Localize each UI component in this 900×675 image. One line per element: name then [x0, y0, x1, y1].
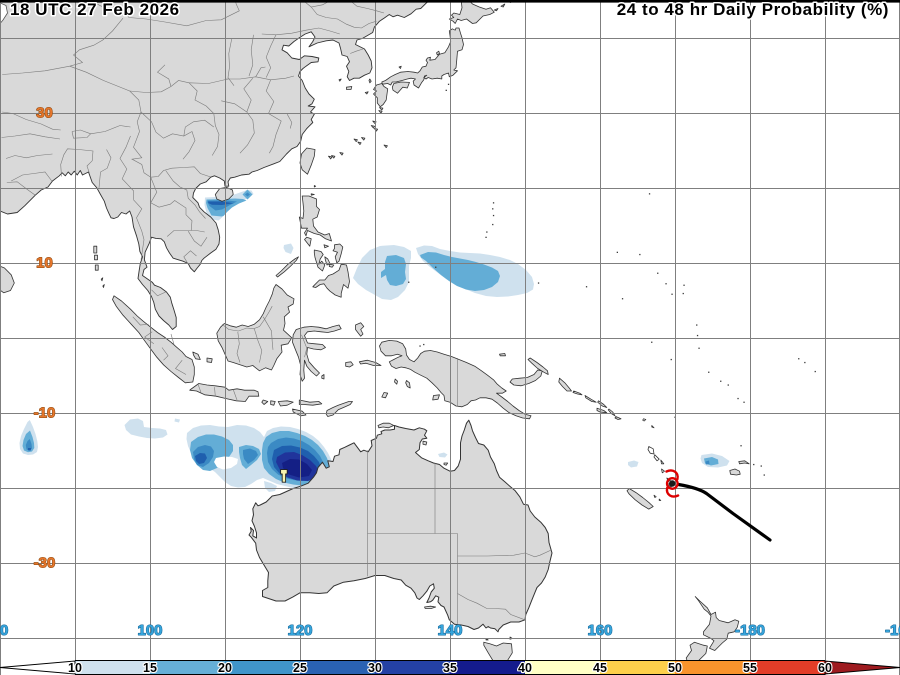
svg-text:40: 40 [518, 661, 532, 675]
svg-text:24 to 48 hr Daily Probability: 24 to 48 hr Daily Probability (%) [617, 0, 889, 19]
svg-text:35: 35 [443, 661, 457, 675]
svg-text:-30: -30 [34, 554, 56, 571]
svg-text:100: 100 [137, 622, 162, 639]
svg-text:80: 80 [0, 622, 8, 639]
svg-text:60: 60 [818, 661, 832, 675]
svg-text:10: 10 [36, 254, 53, 271]
svg-text:-10: -10 [34, 404, 56, 421]
svg-text:25: 25 [293, 661, 307, 675]
svg-text:160: 160 [587, 622, 612, 639]
svg-text:140: 140 [437, 622, 462, 639]
svg-text:55: 55 [743, 661, 757, 675]
svg-text:10: 10 [68, 661, 82, 675]
svg-text:18 UTC 27 Feb 2026: 18 UTC 27 Feb 2026 [10, 0, 180, 19]
svg-text:30: 30 [36, 104, 53, 121]
svg-text:15: 15 [143, 661, 157, 675]
svg-text:120: 120 [287, 622, 312, 639]
svg-text:50: 50 [668, 661, 682, 675]
svg-text:45: 45 [593, 661, 607, 675]
svg-text:-160: -160 [885, 622, 900, 639]
svg-text:-180: -180 [735, 622, 765, 639]
svg-text:30: 30 [368, 661, 382, 675]
svg-text:20: 20 [218, 661, 232, 675]
